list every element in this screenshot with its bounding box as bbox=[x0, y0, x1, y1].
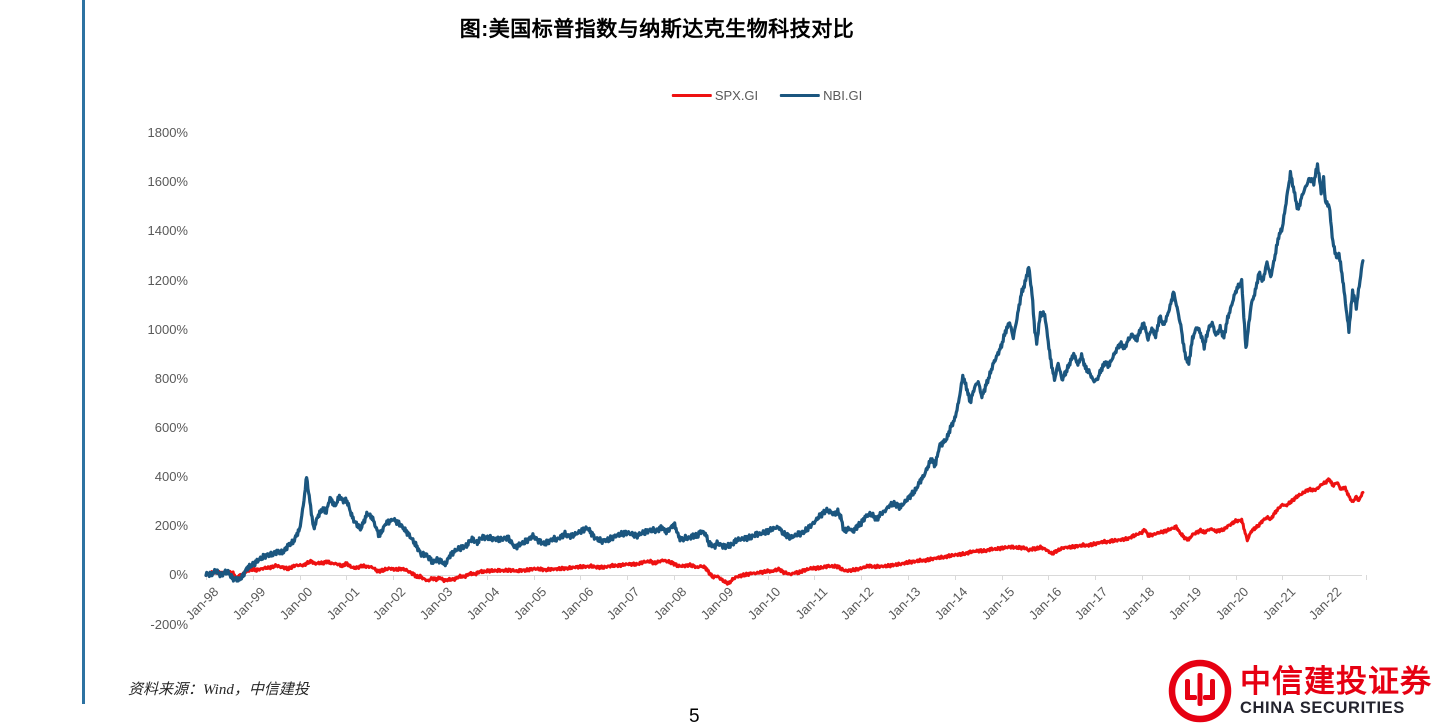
x-axis-tick-label: Jan-04 bbox=[463, 584, 503, 623]
page-accent-bar bbox=[82, 0, 85, 704]
brand-name-cn: 中信建投证券 bbox=[1240, 663, 1432, 699]
x-axis-tick bbox=[908, 575, 909, 580]
legend-item-nbi-gi: NBI.GI bbox=[780, 88, 862, 103]
x-axis-tick bbox=[1048, 575, 1050, 580]
legend-label: NBI.GI bbox=[823, 88, 863, 103]
y-axis-tick-label: 1800% bbox=[147, 125, 188, 141]
y-axis-tick-label: 1600% bbox=[147, 174, 188, 190]
y-axis-tick-label: -200% bbox=[150, 616, 188, 632]
x-axis-tick bbox=[954, 575, 956, 580]
x-axis-tick-label: Jan-20 bbox=[1212, 584, 1252, 623]
x-axis-tick-label: Jan-06 bbox=[557, 584, 597, 623]
series-line-nbi-gi bbox=[204, 162, 1365, 583]
x-axis-tick bbox=[720, 575, 722, 580]
x-axis-tick bbox=[1001, 575, 1003, 580]
x-axis-tick bbox=[1282, 575, 1284, 580]
x-axis-tick bbox=[486, 575, 488, 580]
x-axis-tick bbox=[1235, 575, 1237, 580]
x-axis-tick-label: Jan-11 bbox=[791, 584, 831, 623]
x-axis-tick bbox=[299, 575, 301, 580]
x-axis-tick bbox=[206, 575, 207, 580]
x-axis-tick bbox=[1142, 575, 1143, 580]
x-axis-tick bbox=[440, 575, 441, 580]
x-axis-tick-label: Jan-19 bbox=[1165, 584, 1205, 623]
x-axis-tick-label: Jan-02 bbox=[370, 584, 409, 623]
y-axis-tick-label: 600% bbox=[154, 420, 188, 435]
brand-name-en: CHINA SECURITIES bbox=[1240, 698, 1405, 717]
x-axis-tick-label: Jan-07 bbox=[604, 584, 643, 623]
x-axis-tick-label: Jan-12 bbox=[838, 584, 877, 623]
chart-title: 图:美国标普指数与纳斯达克生物科技对比 bbox=[459, 18, 855, 41]
x-axis-tick bbox=[1329, 575, 1331, 580]
x-axis-tick-label: Jan-99 bbox=[229, 584, 269, 623]
x-axis-tick-label: Jan-98 bbox=[182, 584, 222, 623]
page-number: 5 bbox=[689, 706, 700, 724]
x-axis-tick bbox=[533, 575, 535, 580]
x-axis-tick-label: Jan-14 bbox=[931, 584, 971, 623]
x-axis-tick-label: Jan-18 bbox=[1118, 584, 1158, 623]
x-axis-tick bbox=[674, 575, 675, 580]
brand-logo: 中信建投证券 CHINA SECURITIES bbox=[1168, 659, 1432, 723]
x-axis-tick bbox=[1365, 575, 1367, 580]
y-axis-tick-label: 1200% bbox=[147, 272, 188, 288]
x-axis-tick bbox=[393, 575, 395, 580]
x-axis-tick bbox=[767, 575, 769, 580]
chart-legend: SPX.GI NBI.GI bbox=[671, 88, 862, 103]
x-axis-tick-label: Jan-01 bbox=[323, 584, 363, 623]
x-axis-tick-label: Jan-17 bbox=[1072, 584, 1111, 623]
series-line-spx-gi bbox=[204, 477, 1365, 586]
y-axis-tick-label: 800% bbox=[154, 370, 188, 386]
source-note: 资料来源：Wind，中信建投 bbox=[128, 682, 309, 698]
x-axis-tick bbox=[1188, 575, 1190, 580]
y-axis-tick-label: 1400% bbox=[147, 223, 188, 239]
x-axis-tick-label: Jan-15 bbox=[978, 584, 1018, 623]
y-axis-tick-label: 1000% bbox=[147, 321, 188, 337]
x-axis-tick bbox=[252, 575, 254, 580]
y-axis-tick-label: 0% bbox=[169, 567, 188, 583]
x-axis-tick bbox=[861, 575, 863, 580]
x-axis-tick bbox=[1095, 575, 1097, 580]
x-axis-tick-label: Jan-10 bbox=[744, 584, 784, 623]
legend-line-swatch bbox=[780, 93, 821, 98]
x-axis-tick-label: Jan-13 bbox=[884, 584, 924, 623]
x-axis-tick bbox=[346, 575, 348, 580]
legend-line-swatch bbox=[671, 93, 712, 98]
y-axis-tick-label: 400% bbox=[154, 469, 188, 485]
x-axis-tick-label: Jan-21 bbox=[1259, 584, 1299, 623]
x-axis-tick-label: Jan-08 bbox=[650, 584, 690, 623]
x-axis-tick-label: Jan-16 bbox=[1025, 584, 1065, 623]
x-axis-tick-label: Jan-09 bbox=[697, 584, 737, 623]
x-axis-tick bbox=[627, 575, 629, 580]
x-axis-tick-label: Jan-03 bbox=[416, 584, 456, 623]
x-axis-tick-label: Jan-00 bbox=[276, 584, 316, 623]
x-axis-tick-label: Jan-05 bbox=[510, 584, 550, 623]
legend-item-spx-gi: SPX.GI bbox=[671, 88, 759, 103]
y-axis-tick-label: 200% bbox=[154, 518, 188, 534]
x-axis-tick bbox=[814, 575, 816, 580]
x-axis-tick-label: Jan-22 bbox=[1306, 584, 1345, 623]
x-axis-tick bbox=[580, 575, 582, 580]
legend-label: SPX.GI bbox=[714, 88, 759, 103]
citic-logo-icon bbox=[1168, 659, 1232, 723]
